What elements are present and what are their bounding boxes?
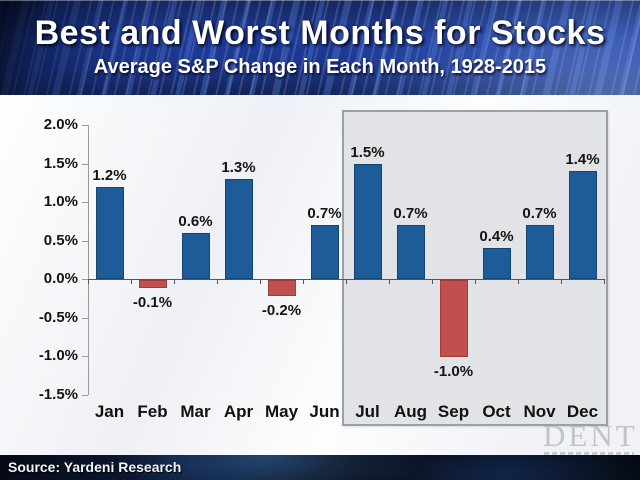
bar-value-label-sep: -1.0% [433, 363, 474, 381]
bar-value-label-jun: 0.7% [307, 205, 342, 223]
dent-logo-text: DENT [543, 418, 638, 453]
bar-dec [568, 171, 597, 280]
bar-jul [353, 163, 382, 280]
y-tick-mark [82, 356, 88, 358]
bar-oct [482, 248, 511, 280]
bar-value-label-jan: 1.2% [92, 166, 127, 184]
bar-value-label-feb: -0.1% [132, 294, 173, 311]
source-bar: Source: Yardeni Research [0, 455, 640, 480]
month-label-dec: Dec [566, 402, 599, 421]
x-tick-mark [432, 280, 433, 285]
bar-value-label-nov: 0.7% [522, 205, 557, 223]
y-tick-mark [82, 279, 88, 281]
y-tick-label: -1.0% [38, 347, 78, 365]
month-label-mar: Mar [180, 402, 211, 421]
x-tick-mark [389, 280, 390, 285]
y-tick-mark [82, 202, 88, 204]
x-tick-mark [561, 280, 562, 285]
y-tick-label: 2.0% [43, 116, 78, 133]
x-tick-mark [346, 280, 347, 285]
month-label-nov: Nov [523, 402, 556, 421]
y-tick-label: 0.5% [43, 231, 78, 249]
y-tick-mark [82, 395, 88, 396]
y-tick-mark [82, 125, 88, 126]
bar-mar [181, 233, 210, 280]
bar-value-label-apr: 1.3% [221, 159, 256, 176]
source-text: Source: Yardeni Research [8, 459, 182, 475]
month-label-jul: Jul [355, 402, 380, 421]
bar-sep [439, 280, 468, 358]
x-tick-mark [131, 280, 132, 285]
y-tick-mark [82, 163, 88, 165]
month-label-may: May [264, 402, 299, 421]
x-tick-mark [475, 280, 476, 285]
dent-logo-tagline [544, 452, 634, 456]
x-tick-mark [217, 280, 218, 285]
x-tick-mark [518, 280, 519, 285]
chart-title: Best and Worst Months for Stocks [34, 14, 606, 52]
bar-value-label-mar: 0.6% [178, 213, 213, 230]
y-tick-mark [82, 240, 88, 242]
chart-area: 2.0% 1.5% 1.0% 0.5% 0.0% -0.5% -1.0% -1.5% 1.2% J… [0, 95, 640, 456]
x-tick-mark [260, 280, 261, 285]
x-tick-mark [174, 280, 175, 285]
bar-feb [138, 280, 167, 288]
bar-aug [396, 225, 425, 280]
y-tick-label: 0.0% [43, 270, 78, 288]
bar-apr [224, 179, 253, 280]
bar-may [267, 280, 296, 296]
month-label-feb: Feb [137, 402, 168, 421]
x-tick-mark [88, 280, 89, 285]
bar-value-label-dec: 1.4% [565, 151, 600, 169]
month-label-apr: Apr [223, 402, 254, 421]
dent-logo: DENT [543, 418, 638, 456]
bar-value-label-may: -0.2% [261, 301, 302, 319]
month-label-oct: Oct [482, 402, 511, 421]
month-label-jun: Jun [309, 402, 340, 421]
bar-value-label-oct: 0.4% [479, 228, 514, 246]
bar-jun [310, 225, 339, 280]
x-tick-mark [604, 280, 605, 285]
month-label-jan: Jan [94, 402, 125, 421]
y-tick-label: 1.0% [43, 193, 78, 211]
highlight-box-jul-dec [342, 110, 608, 426]
y-axis-line [88, 125, 89, 395]
bar-jan [95, 186, 124, 280]
y-tick-label: -0.5% [38, 308, 78, 326]
bar-nov [525, 225, 554, 280]
chart-subtitle: Average S&P Change in Each Month, 1928-2… [93, 56, 547, 78]
bar-chart: 2.0% 1.5% 1.0% 0.5% 0.0% -0.5% -1.0% -1.5% 1.2% J… [0, 95, 640, 455]
month-label-sep: Sep [437, 402, 470, 421]
bar-value-label-aug: 0.7% [393, 205, 428, 223]
x-axis-line [88, 279, 605, 281]
y-tick-mark [82, 317, 88, 319]
header-banner: Best and Worst Months for Stocks Average… [0, 0, 640, 95]
month-label-aug: Aug [393, 402, 428, 421]
y-tick-label: 1.5% [43, 154, 78, 172]
y-tick-label: -1.5% [38, 386, 78, 403]
x-tick-mark [303, 280, 304, 285]
bar-value-label-jul: 1.5% [350, 143, 385, 161]
